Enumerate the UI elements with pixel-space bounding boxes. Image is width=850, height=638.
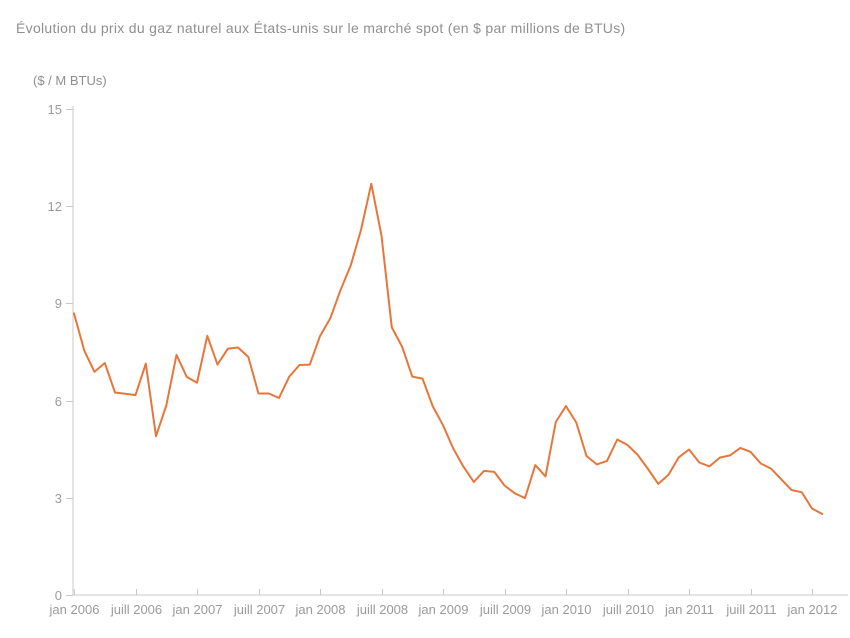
x-tick-label: juill 2006: [110, 602, 162, 617]
x-tick-label: jan 2007: [172, 602, 223, 617]
y-tick-label: 3: [55, 491, 62, 506]
price-line: [73, 182, 824, 515]
x-tick-label: juill 2010: [602, 602, 654, 617]
y-tick-label: 12: [48, 199, 62, 214]
x-tick-label: jan 2008: [295, 602, 346, 617]
x-tick-label: juill 2007: [233, 602, 285, 617]
x-tick-label: juill 2009: [479, 602, 531, 617]
y-axis-unit-label: ($ / M BTUs): [33, 73, 107, 88]
x-tick-label: jan 2011: [664, 602, 714, 617]
y-tick-label: 0: [55, 588, 62, 603]
chart-title: Évolution du prix du gaz naturel aux Éta…: [16, 20, 626, 36]
y-tick-label: 9: [55, 296, 62, 311]
y-tick-label: 6: [55, 394, 62, 409]
x-tick-label: juill 2008: [356, 602, 408, 617]
x-tick-label: jan 2012: [787, 602, 838, 617]
x-tick-label: jan 2010: [541, 602, 592, 617]
x-tick-label: jan 2006: [49, 602, 100, 617]
y-tick-label: 15: [48, 102, 62, 117]
x-tick-label: jan 2009: [418, 602, 469, 617]
x-tick-label: juill 2011: [725, 602, 776, 617]
